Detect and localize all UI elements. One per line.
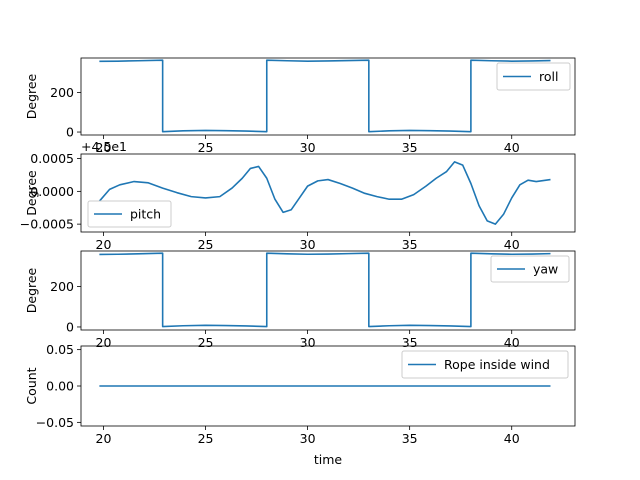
x-tick-label: 35 xyxy=(402,335,418,350)
x-tick-label: 35 xyxy=(402,237,418,252)
y-tick: 0 xyxy=(66,125,81,140)
x-tick: 35 xyxy=(402,330,418,350)
x-tick-label: 25 xyxy=(198,237,214,252)
x-tick-label: 40 xyxy=(504,335,520,350)
y-tick: 0.0005 xyxy=(30,151,81,166)
y-tick: 0.05 xyxy=(46,342,81,357)
legend: roll xyxy=(496,62,571,91)
legend-label: roll xyxy=(539,69,558,84)
x-tick-label: 30 xyxy=(300,237,316,252)
x-tick: 40 xyxy=(504,135,520,155)
subplot-1: 20 25 30 35 40 0 200 Degree roll xyxy=(24,57,576,155)
x-tick: 20 xyxy=(96,426,112,446)
legend-box xyxy=(490,255,570,283)
subplot-3: 20 25 30 35 40 0 200 Degree yaw xyxy=(24,250,576,350)
x-tick-label: 30 xyxy=(300,140,316,155)
x-tick: 30 xyxy=(300,426,316,446)
series-line-pitch xyxy=(98,161,551,225)
legend: pitch xyxy=(87,200,172,228)
x-tick-label: 20 xyxy=(96,237,112,252)
x-tick-label: 25 xyxy=(198,140,214,155)
x-tick: 25 xyxy=(198,426,214,446)
x-tick-label: 35 xyxy=(402,431,418,446)
legend-box xyxy=(401,350,569,379)
legend-label: Rope inside wind xyxy=(444,357,550,372)
y-tick: 200 xyxy=(50,85,81,100)
x-tick-label: 30 xyxy=(300,431,316,446)
y-offset-label: +4.5e1 xyxy=(81,139,127,154)
x-axis-label: time xyxy=(314,452,343,467)
x-tick-label: 20 xyxy=(96,431,112,446)
legend: Rope inside wind xyxy=(401,350,569,379)
x-tick: 35 xyxy=(402,426,418,446)
x-tick: 40 xyxy=(504,330,520,350)
x-tick-label: 30 xyxy=(300,335,316,350)
x-tick: 35 xyxy=(402,135,418,155)
x-tick: 35 xyxy=(402,232,418,252)
y-axis-label: Count xyxy=(24,367,39,404)
x-tick-label: 25 xyxy=(198,431,214,446)
x-tick: 30 xyxy=(300,232,316,252)
x-tick: 20 xyxy=(96,330,112,350)
x-tick: 40 xyxy=(504,426,520,446)
series-line-roll xyxy=(99,59,551,133)
y-tick-label: 200 xyxy=(50,279,74,294)
x-tick: 25 xyxy=(198,135,214,155)
y-tick-label: −0.05 xyxy=(36,415,74,430)
x-tick: 25 xyxy=(198,330,214,350)
y-tick-label: 0.05 xyxy=(46,342,74,357)
legend-box xyxy=(496,62,571,91)
axes-frame xyxy=(80,153,576,233)
y-tick: 200 xyxy=(50,279,81,294)
x-tick: 20 xyxy=(96,232,112,252)
axes-frame xyxy=(80,250,576,331)
x-tick: 30 xyxy=(300,330,316,350)
x-tick-label: 20 xyxy=(96,140,112,155)
series-line-yaw xyxy=(99,252,551,328)
y-tick: 0.00 xyxy=(46,379,81,394)
y-tick-label: 0.0000 xyxy=(30,184,74,199)
x-tick-label: 40 xyxy=(504,431,520,446)
y-tick: −0.05 xyxy=(36,415,81,430)
x-tick: 30 xyxy=(300,135,316,155)
x-tick: 25 xyxy=(198,232,214,252)
y-axis-label: Degree xyxy=(24,73,39,119)
axes-frame xyxy=(80,57,576,136)
x-tick-label: 40 xyxy=(504,140,520,155)
legend-label: yaw xyxy=(533,262,558,277)
y-tick: −0.0005 xyxy=(20,217,81,232)
subplot-4: 20 25 30 35 40 0.05 0.00 −0.05 Count time Rope ins… xyxy=(24,342,576,467)
y-tick-label: 0 xyxy=(66,319,74,334)
x-tick-label: 35 xyxy=(402,140,418,155)
y-tick-label: 0 xyxy=(66,125,74,140)
legend-box xyxy=(87,200,172,228)
x-tick-label: 25 xyxy=(198,335,214,350)
y-tick-label: −0.0005 xyxy=(20,217,74,232)
x-tick-label: 40 xyxy=(504,237,520,252)
legend: yaw xyxy=(490,255,570,283)
y-tick-label: 0.00 xyxy=(46,379,74,394)
x-tick-label: 20 xyxy=(96,335,112,350)
x-tick: 40 xyxy=(504,232,520,252)
x-tick: 20 xyxy=(96,135,112,155)
y-tick-label: 200 xyxy=(50,85,74,100)
legend-label: pitch xyxy=(130,207,161,222)
y-tick: 0.0000 xyxy=(30,184,81,199)
y-axis-label: Degree xyxy=(24,170,39,216)
y-axis-label: Degree xyxy=(24,267,39,313)
y-tick-label: 0.0005 xyxy=(30,151,74,166)
y-tick: 0 xyxy=(66,319,81,334)
